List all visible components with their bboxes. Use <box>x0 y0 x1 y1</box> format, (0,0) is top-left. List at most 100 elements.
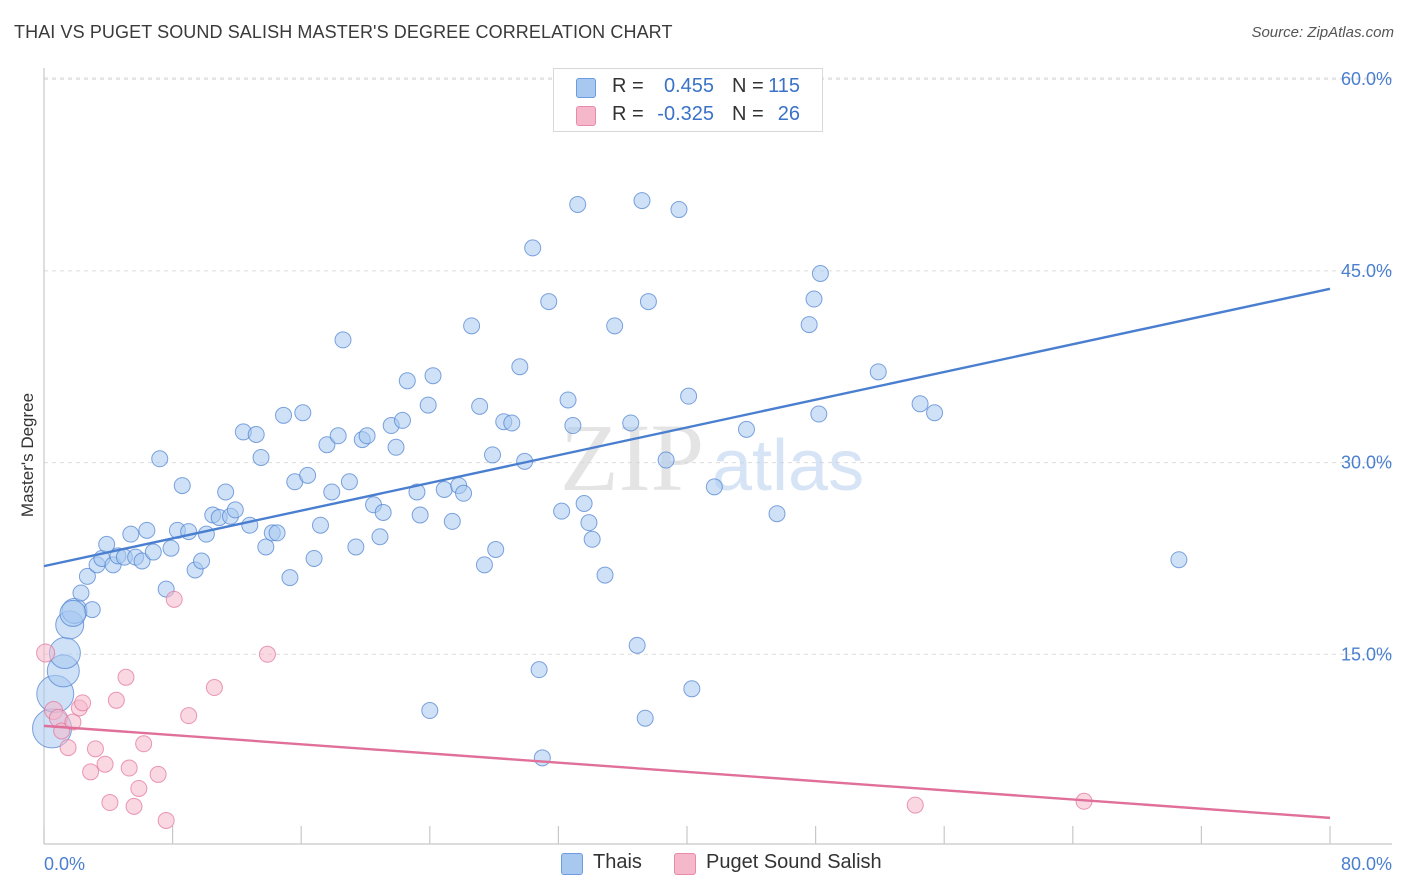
thais-point <box>435 480 453 498</box>
thais-point <box>257 538 275 556</box>
thais-point <box>371 528 389 546</box>
r-value: -0.325 <box>657 103 714 125</box>
thais-point <box>318 436 336 454</box>
thais-point <box>705 478 723 496</box>
legend-swatch-thais <box>561 853 583 875</box>
salish-point <box>107 691 125 709</box>
thais-point <box>374 503 392 521</box>
thais-point <box>162 539 180 557</box>
salish-point <box>86 740 104 758</box>
thais-point <box>247 425 265 443</box>
thais-point <box>911 395 929 413</box>
thais-point <box>398 372 416 390</box>
legend-swatch-salish <box>576 106 596 126</box>
watermark-atlas: atlas <box>712 426 864 506</box>
chart-title: THAI VS PUGET SOUND SALISH MASTER'S DEGR… <box>14 22 673 42</box>
thais-point <box>737 420 755 438</box>
y-tick-label: 60.0% <box>1341 69 1392 89</box>
thais-point <box>670 201 688 219</box>
thais-point <box>421 702 439 720</box>
x-tick-label: 0.0% <box>44 854 85 874</box>
thais-point <box>275 406 293 424</box>
thais-point <box>636 709 654 727</box>
thais-point <box>869 363 887 381</box>
thais-point <box>358 427 376 445</box>
thais-point <box>564 417 582 435</box>
thais-point <box>138 521 156 539</box>
thais-point <box>393 411 411 429</box>
salish-point <box>258 645 276 663</box>
salish-point <box>120 759 138 777</box>
thais-point <box>553 502 571 520</box>
trend-lines <box>43 287 1331 820</box>
legend-label-thais: Thais <box>593 851 642 873</box>
thais-point <box>483 446 501 464</box>
y-tick-label: 45.0% <box>1341 261 1392 281</box>
y-tick-label: 15.0% <box>1341 644 1392 664</box>
thais-point <box>299 466 317 484</box>
salish-point <box>165 590 183 608</box>
r-label: R = <box>612 75 644 97</box>
thais-point <box>511 358 529 376</box>
thais-point <box>471 397 489 415</box>
n-value: 26 <box>777 103 800 125</box>
thais-point <box>657 451 675 469</box>
salish-point <box>117 668 135 686</box>
thais-point <box>408 483 426 501</box>
salish-point <box>149 765 167 783</box>
thais-point <box>144 543 162 561</box>
thais-point <box>424 367 442 385</box>
thais-point <box>443 512 461 530</box>
legend-swatch-thais <box>576 78 596 98</box>
legend-label-salish: Puget Sound Salish <box>706 851 882 873</box>
salish-point <box>180 707 198 725</box>
thais-point <box>226 501 244 519</box>
thais-point <box>800 316 818 334</box>
thais-point <box>475 556 493 574</box>
thais-point <box>419 396 437 414</box>
thais-point <box>387 438 405 456</box>
thais-point <box>606 317 624 335</box>
salish-point <box>125 797 143 815</box>
thais-point <box>334 331 352 349</box>
salish-point <box>59 739 77 757</box>
thais-point <box>503 414 521 432</box>
thais-point <box>575 494 593 512</box>
thais-point <box>294 404 312 422</box>
stats-legend: R = 0.455 N = 115 R = -0.325 N = 26 <box>553 68 823 132</box>
salish-point <box>906 796 924 814</box>
thais-point <box>533 749 551 767</box>
thais-point <box>173 477 191 495</box>
thais-point <box>252 448 270 466</box>
thais-point <box>268 524 286 542</box>
salish-point <box>157 811 175 829</box>
thais-point <box>305 549 323 567</box>
r-label: R = <box>612 103 644 125</box>
salish-point <box>101 794 119 812</box>
thais-point <box>329 427 347 445</box>
salish-point <box>96 755 114 773</box>
thais-point <box>151 450 169 468</box>
thais-point <box>810 405 828 423</box>
thais-point <box>347 538 365 556</box>
n-value: 115 <box>768 75 800 97</box>
thais-point <box>122 525 140 543</box>
thais-point <box>463 317 481 335</box>
thais-point <box>311 516 329 534</box>
y-tick-label: 30.0% <box>1341 453 1392 473</box>
salish-point <box>64 713 82 731</box>
thais-point <box>633 192 651 210</box>
thais-point <box>583 530 601 548</box>
salish-trend-line <box>43 724 1331 820</box>
thais-point <box>217 483 235 501</box>
thais-point <box>411 506 429 524</box>
thais-point <box>72 584 90 602</box>
thais-point <box>596 566 614 584</box>
data-points <box>32 192 1188 829</box>
salish-point <box>130 779 148 797</box>
thais-point <box>805 290 823 308</box>
thais-point <box>639 293 657 311</box>
thais-point <box>281 569 299 587</box>
thais-point <box>340 473 358 491</box>
